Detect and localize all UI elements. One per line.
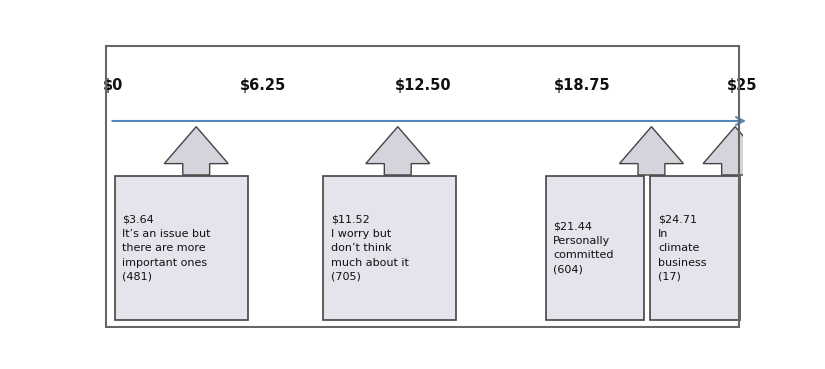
Text: $24.71
In
climate
business
(17): $24.71 In climate business (17) [658,214,706,282]
FancyBboxPatch shape [115,176,248,320]
Text: $6.25: $6.25 [240,77,286,93]
FancyBboxPatch shape [650,176,740,320]
FancyBboxPatch shape [545,176,644,320]
Text: $11.52
I worry but
don’t think
much about it
(705): $11.52 I worry but don’t think much abou… [331,214,408,282]
Text: $12.50: $12.50 [394,77,451,93]
Text: $18.75: $18.75 [554,77,611,93]
Text: $25: $25 [728,77,757,93]
Text: $0: $0 [103,77,124,93]
Text: $21.44
Personally
committed
(604): $21.44 Personally committed (604) [554,221,614,275]
Text: $3.64
It’s an issue but
there are more
important ones
(481): $3.64 It’s an issue but there are more i… [122,214,211,282]
Polygon shape [620,127,683,175]
Polygon shape [164,127,229,175]
Polygon shape [703,127,767,175]
Polygon shape [365,127,430,175]
FancyBboxPatch shape [323,176,456,320]
